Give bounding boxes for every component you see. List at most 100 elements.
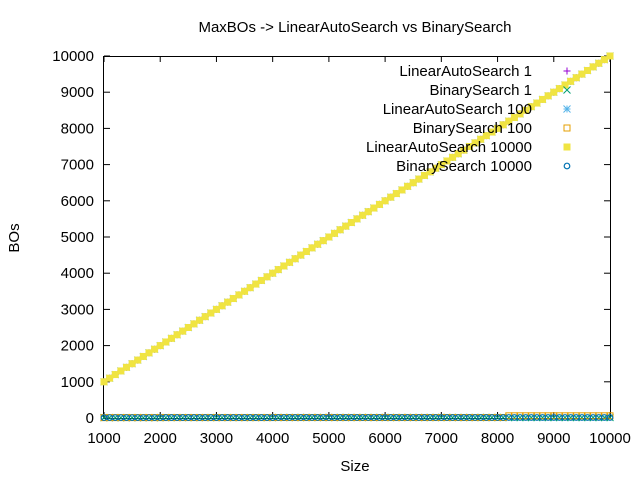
data-point	[325, 233, 333, 241]
plot-frame	[103, 56, 611, 419]
y-tick-label: 10000	[52, 48, 94, 65]
x-tick-label: 6000	[368, 430, 401, 447]
legend-label: LinearAutoSearch 1	[399, 63, 532, 80]
data-point	[505, 117, 513, 125]
legend-marker	[563, 86, 571, 94]
data-point	[584, 66, 592, 74]
data-point	[100, 378, 108, 386]
legend: LinearAutoSearch 1 BinarySearch 1 LinearAu…	[366, 63, 571, 175]
data-point	[207, 309, 215, 317]
x-tick-label: 2000	[144, 430, 177, 447]
y-tick-label: 3000	[61, 301, 94, 318]
data-point	[555, 85, 563, 93]
data-point	[544, 92, 552, 100]
data-point	[224, 298, 232, 306]
legend-label: BinarySearch 100	[413, 120, 532, 137]
x-tick-label: 9000	[537, 430, 570, 447]
y-tick-label: 6000	[61, 193, 94, 210]
data-point	[533, 99, 541, 107]
data-point	[229, 295, 237, 303]
data-point	[269, 269, 277, 277]
y-tick-label: 7000	[61, 157, 94, 174]
data-point	[539, 95, 547, 103]
data-point	[274, 266, 282, 274]
data-point	[297, 251, 305, 259]
y-tick-label: 9000	[61, 84, 94, 101]
series-5	[100, 414, 614, 422]
data-point	[494, 124, 502, 132]
data-point	[353, 215, 361, 223]
y-tick-label: 5000	[61, 229, 94, 246]
x-tick-label: 4000	[256, 430, 289, 447]
y-tick-label: 8000	[61, 120, 94, 137]
data-point	[151, 345, 159, 353]
data-point	[156, 342, 164, 350]
y-axis-label: BOs	[6, 223, 23, 252]
data-point	[589, 63, 597, 71]
series-4	[100, 52, 614, 386]
data-point	[167, 334, 175, 342]
data-point	[370, 204, 378, 212]
y-tick-label: 1000	[61, 374, 94, 391]
x-tick-label: 1000	[87, 430, 120, 447]
data-point	[387, 193, 395, 201]
legend-label: LinearAutoSearch 10000	[366, 139, 532, 156]
y-tick-label: 4000	[61, 265, 94, 282]
data-point	[184, 324, 192, 331]
data-point	[449, 153, 457, 161]
data-point	[415, 175, 423, 183]
x-axis-label: Size	[340, 458, 369, 475]
data-point	[606, 414, 614, 421]
data-point	[578, 70, 586, 78]
chart-title: MaxBOs -> LinearAutoSearch vs BinarySear…	[198, 19, 511, 36]
data-point	[246, 284, 254, 292]
legend-marker	[563, 124, 571, 132]
data-point	[173, 331, 181, 339]
y-tick-label: 2000	[61, 338, 94, 355]
data-point	[499, 121, 507, 129]
data-point	[286, 258, 294, 266]
data-point	[420, 171, 428, 179]
data-point	[567, 77, 575, 85]
data-point	[280, 262, 288, 270]
data-point	[460, 146, 468, 154]
data-point	[134, 356, 142, 364]
data-point	[291, 255, 299, 263]
legend-label: BinarySearch 10000	[396, 158, 532, 175]
data-point	[516, 110, 524, 118]
data-point	[257, 276, 265, 284]
data-point	[359, 211, 367, 219]
legend-marker	[563, 143, 571, 151]
data-point	[375, 200, 383, 208]
data-point	[600, 56, 608, 64]
x-axis: 1000 2000 3000 4000 5000 6000 7000 8000 9000 1000…	[87, 56, 631, 447]
data-point	[488, 128, 496, 136]
data-point	[336, 226, 344, 234]
data-point	[522, 106, 530, 114]
data-point	[128, 360, 136, 368]
data-point	[218, 302, 226, 310]
legend-marker	[563, 105, 571, 113]
x-tick-label: 7000	[425, 430, 458, 447]
data-point	[606, 52, 614, 60]
data-point	[471, 139, 479, 147]
data-point	[235, 291, 243, 299]
data-point	[319, 237, 327, 245]
y-tick-label: 0	[86, 410, 94, 427]
legend-marker	[563, 67, 571, 75]
data-point	[364, 208, 372, 216]
data-point	[572, 74, 580, 82]
data-point	[241, 287, 249, 295]
data-point	[117, 367, 125, 375]
x-tick-label: 10000	[589, 430, 631, 447]
legend-marker	[563, 162, 571, 170]
data-point	[302, 247, 310, 255]
data-point	[426, 168, 434, 176]
data-point	[347, 219, 355, 227]
data-point	[145, 349, 153, 357]
data-point	[454, 150, 462, 158]
data-point	[550, 88, 558, 96]
data-point	[139, 352, 147, 360]
data-point	[342, 222, 350, 230]
data-point	[179, 327, 187, 335]
